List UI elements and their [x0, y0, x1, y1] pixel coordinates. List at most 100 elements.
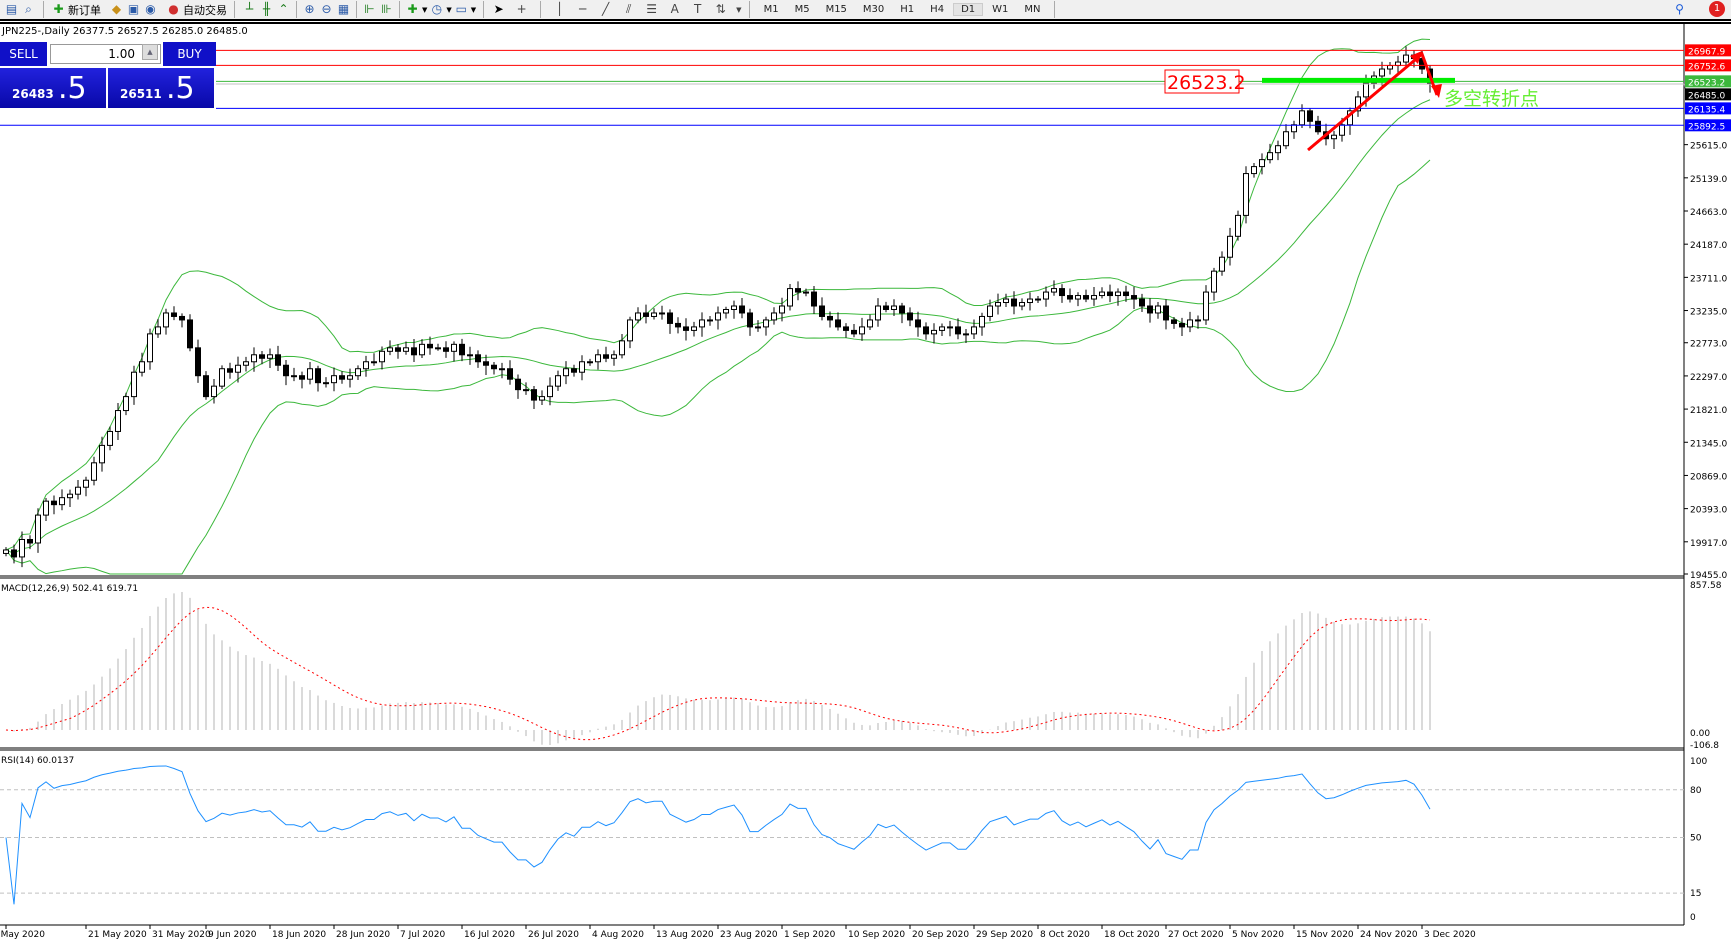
candle-bull [755, 326, 761, 329]
timeframe-m1[interactable]: M1 [763, 4, 779, 15]
crosshair-icon[interactable]: + [516, 2, 527, 16]
candle-bear [1123, 291, 1129, 297]
x-tick-label: 4 Aug 2020 [592, 930, 644, 940]
x-tick-label: 24 Nov 2020 [1360, 930, 1418, 940]
timeframe-h4[interactable]: H4 [930, 4, 945, 15]
bollinger-lower [5, 159, 1431, 575]
new-chart-icon[interactable]: ▤ [5, 2, 18, 16]
bar-chart-icon[interactable]: ┴ [245, 2, 254, 16]
candle-bear [1067, 295, 1073, 300]
dropdown-arrow-icon[interactable]: ▼ [736, 5, 742, 14]
notifications-icon[interactable]: 1 [1705, 0, 1725, 19]
candle-bull [579, 361, 585, 373]
auto-trading-button[interactable]: ● 自动交易 [162, 0, 231, 19]
candle-bull [779, 305, 785, 314]
candle-bull [331, 375, 337, 384]
candle-bear [1171, 319, 1177, 324]
rsi-line [5, 765, 1431, 905]
bollinger-middle [5, 99, 1431, 554]
candle-bear [443, 347, 449, 352]
x-tick-label: 2 May 2020 [0, 930, 45, 940]
candle-bull [1043, 291, 1049, 300]
tile-windows-icon[interactable]: ▦ [337, 2, 350, 16]
line-chart-icon[interactable]: ⌃ [278, 2, 289, 16]
candle-bear [411, 347, 417, 356]
buy-price-box[interactable]: 26511 .5 [108, 68, 214, 108]
candle-bull [731, 305, 737, 310]
y-tick-label: 21345.0 [1690, 439, 1727, 449]
candle-bull [1075, 295, 1081, 300]
candle-bull [1379, 68, 1385, 77]
autoscroll-icon[interactable]: ⊩ [364, 2, 375, 16]
metaeditor-icon[interactable]: ◆ [111, 2, 122, 16]
timeframe-h1[interactable]: H1 [900, 4, 915, 15]
timeframe-w1[interactable]: W1 [992, 4, 1009, 15]
lots-input[interactable]: 1.00 [50, 44, 161, 64]
new-order-button[interactable]: ✚ 新订单 [47, 0, 105, 19]
dropdown-arrow-icon[interactable]: ▼ [470, 5, 477, 14]
market-watch-icon[interactable]: ▣ [127, 2, 140, 16]
toolbar: ▤ ⌕ ✚ 新订单 ◆ ▣ ◉ ● 自动交易 ┴ ╫ ⌃ ⊕ ⊖ ▦ ⊩ ⊪ ✚ ▼ ◷ ▼ ▭ ▼ ➤ + │ ─ ╱ ⫽ ☰… [0, 0, 1731, 21]
candle-bear [1179, 322, 1185, 328]
candle-bear [1131, 295, 1137, 300]
fibonacci-icon[interactable]: ☰ [646, 2, 658, 16]
text-icon[interactable]: A [670, 2, 679, 16]
zoom-in-icon[interactable]: ⊕ [304, 2, 315, 16]
candle-bull [115, 410, 121, 432]
timeframe-d1[interactable]: D1 [953, 3, 984, 16]
periods-icon[interactable]: ◷ [431, 2, 443, 16]
equidistant-channel-icon[interactable]: ⫽ [625, 2, 632, 16]
candle-bear [1083, 295, 1089, 300]
candle-bull [867, 319, 873, 328]
indicators-icon[interactable]: ✚ [407, 2, 418, 16]
horizontal-line-icon[interactable]: ─ [579, 2, 587, 16]
cursor-icon[interactable]: ➤ [493, 2, 504, 16]
timeframe-m5[interactable]: M5 [794, 4, 810, 15]
y-tick-label: 21821.0 [1690, 406, 1727, 416]
lots-increase-button[interactable]: ▲ [142, 44, 158, 60]
candle-bear [1139, 298, 1145, 307]
timeframe-m15[interactable]: M15 [825, 4, 847, 15]
sell-button[interactable]: SELL [0, 42, 47, 66]
separator [43, 1, 44, 18]
candle-bull [1051, 288, 1057, 293]
trendline-icon[interactable]: ╱ [602, 2, 610, 16]
candle-bull [1227, 235, 1233, 258]
notification-badge: 1 [1709, 0, 1725, 17]
candle-bear [1147, 305, 1153, 314]
x-tick-label: 29 Sep 2020 [976, 930, 1033, 940]
candle-bull [1035, 298, 1041, 301]
timeframe-m30[interactable]: M30 [862, 4, 885, 15]
candle-bull [771, 312, 777, 321]
buy-button[interactable]: BUY [163, 42, 216, 66]
candle-bull [451, 343, 457, 352]
candle-bull [107, 430, 113, 446]
candlestick-icon[interactable]: ╫ [262, 2, 271, 16]
sell-price: 26483 [12, 87, 54, 101]
sell-price-box[interactable]: 26483 .5 [0, 68, 106, 108]
sell-price-pips: .5 [58, 71, 87, 106]
timeframe-mn[interactable]: MN [1024, 4, 1041, 15]
candle-bull [467, 354, 473, 357]
price-level-label: 25892.5 [1688, 122, 1725, 132]
templates-icon[interactable]: ▭ [455, 2, 467, 16]
candle-bear [827, 315, 833, 321]
x-tick-label: 8 Oct 2020 [1040, 930, 1090, 940]
arrows-icon[interactable]: ⇅ [715, 2, 726, 16]
zoom-out-icon[interactable]: ⊖ [321, 2, 332, 16]
vertical-line-icon[interactable]: │ [556, 2, 564, 16]
text-label-icon[interactable]: T [694, 2, 702, 16]
candle-bull [3, 549, 9, 554]
candle-bull [83, 479, 89, 488]
dropdown-arrow-icon[interactable]: ▼ [446, 5, 452, 14]
level-text: 26523.2 [1167, 72, 1246, 94]
search-icon[interactable]: ⚲ [1675, 2, 1684, 16]
chart-shift-icon[interactable]: ⊪ [381, 2, 392, 16]
macd-tick-label: -106.8 [1690, 741, 1719, 751]
x-tick-label: 18 Jun 2020 [272, 930, 326, 940]
dropdown-arrow-icon[interactable]: ▼ [422, 5, 428, 14]
rsi-tick-label: 15 [1690, 889, 1701, 899]
profiles-icon[interactable]: ⌕ [25, 2, 32, 16]
signals-icon[interactable]: ◉ [145, 2, 156, 16]
